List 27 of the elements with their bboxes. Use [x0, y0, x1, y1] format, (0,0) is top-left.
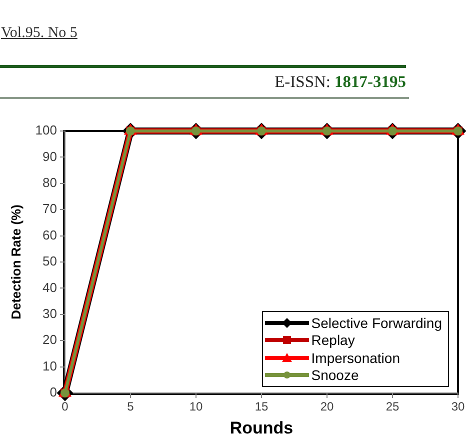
x-tick-label: 20 [320, 400, 334, 414]
legend-label: Impersonation [311, 350, 400, 366]
y-tick-label: 90 [42, 148, 57, 164]
text: Vol.95. No 5 [1, 25, 78, 42]
text: 1817-3195 [334, 72, 406, 92]
y-tick-label: 40 [42, 280, 57, 295]
text: E-ISSN: [274, 72, 330, 92]
x-tick-label: 5 [127, 400, 134, 414]
legend-label: Replay [311, 332, 355, 348]
x-tick-label: 15 [254, 400, 268, 414]
x-tick-label: 25 [386, 400, 400, 414]
x-tick-label: 10 [189, 400, 203, 414]
x-tick-label: 30 [451, 400, 465, 414]
legend-label: Snooze [311, 367, 359, 384]
y-tick-label: 70 [42, 201, 57, 216]
legend-label: Selective Forwarding [311, 314, 442, 331]
y-tick-label: 100 [35, 122, 57, 138]
y-tick-label: 10 [42, 358, 57, 374]
y-tick-label: 80 [42, 174, 57, 190]
y-tick-label: 20 [42, 332, 57, 348]
y-tick-label: 50 [42, 254, 57, 269]
y-tick-label: 30 [42, 306, 57, 321]
x-tick-label: 0 [62, 400, 69, 414]
y-axis-title: Detection Rate (%) [8, 204, 24, 320]
x-axis-title: Rounds [230, 418, 294, 438]
y-tick-label: 60 [42, 227, 57, 242]
y-tick-label: 0 [50, 384, 57, 400]
